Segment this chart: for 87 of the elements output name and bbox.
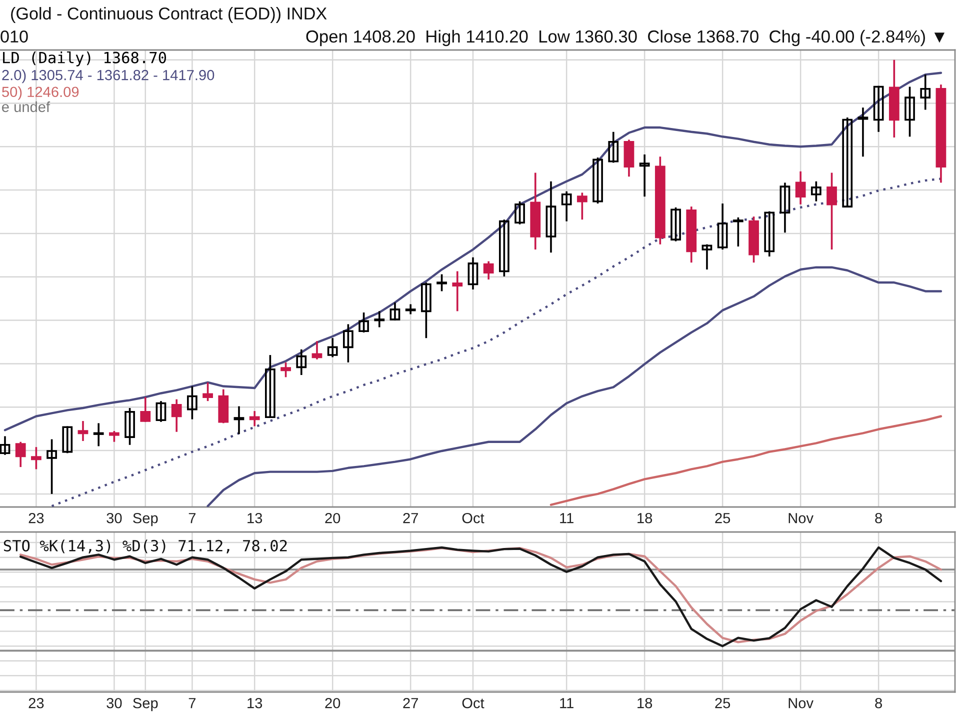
x-tick-label: 8 [875, 512, 882, 524]
candlestick [46, 438, 57, 495]
candlestick [140, 396, 151, 423]
candlestick [186, 385, 198, 420]
x-tick-label: Nov [788, 698, 814, 708]
x-tick-label: 23 [28, 698, 44, 708]
chart-title: (Gold - Continuous Contract (EOD)) INDX [11, 7, 327, 23]
text: 50) 1246.09 [2, 86, 79, 100]
candlestick [296, 348, 307, 376]
candlestick [498, 218, 510, 278]
candlestick [764, 210, 775, 258]
chart-title: STO %K(14,3) %D(3) 71.12, 78.02 [4, 540, 287, 554]
candlestick [608, 130, 619, 164]
candlestick [717, 202, 728, 250]
x-tick-label: 25 [715, 698, 730, 708]
candlestick [904, 86, 915, 138]
candlestick [280, 362, 291, 378]
candlestick [171, 398, 182, 433]
x-tick-label: 25 [715, 512, 730, 524]
x-tick-label: 8 [875, 698, 882, 708]
candlestick [826, 172, 837, 250]
candlestick [202, 381, 213, 402]
candlestick [468, 256, 478, 290]
x-tick-label: Sep [133, 698, 158, 712]
candlestick [452, 270, 463, 312]
x-tick-label: Nov [788, 513, 814, 524]
candlestick [249, 410, 260, 428]
candlestick [702, 243, 712, 270]
candlestick [312, 340, 322, 360]
x-tick-label: 13 [248, 698, 262, 708]
candlestick [93, 422, 104, 448]
x-tick-label: 11 [560, 698, 574, 708]
candlestick [358, 312, 369, 334]
x-tick-label: 30 [106, 512, 122, 524]
candlestick [920, 74, 931, 111]
legend-title: LD (Daily) 1368.70 [3, 51, 166, 66]
candlestick [342, 323, 354, 364]
x-tick-label: 11 [560, 513, 574, 524]
candlestick [810, 180, 822, 202]
x-tick-label: 30 [106, 698, 122, 708]
candlestick [108, 430, 120, 443]
candlestick [0, 435, 10, 456]
x-tick-label: 27 [403, 698, 418, 708]
x-tick-label: 13 [248, 512, 262, 524]
candlestick [795, 170, 806, 206]
x-tick-label: Oct [462, 698, 484, 708]
candlestick [405, 303, 416, 316]
candlestick [842, 116, 853, 208]
text: Open 1408.20 High 1410.20 Low 1360.30 Close 1368.70 Chg -40.00 (-2.84%) ▼ [306, 30, 945, 46]
candlestick [858, 106, 868, 158]
x-tick-label: 18 [638, 698, 652, 708]
candlestick [670, 206, 681, 242]
candlestick [639, 154, 650, 198]
candlestick [780, 182, 790, 234]
candlestick [732, 216, 744, 248]
candlestick [156, 400, 166, 423]
x-tick-label: Oct [462, 512, 484, 524]
candlestick [327, 337, 338, 358]
candlestick [124, 407, 135, 446]
chart-subtitle: 010 [0, 30, 28, 43]
x-tick-label: 20 [325, 512, 340, 524]
candlestick [264, 354, 276, 418]
annotation: e undef [2, 101, 50, 112]
x-tick-label: 27 [403, 512, 418, 524]
candlestick [546, 180, 556, 254]
candlestick [420, 282, 432, 340]
candlestick [592, 156, 603, 204]
x-tick-label: Sep [133, 512, 158, 526]
x-tick-label: 23 [28, 512, 44, 524]
candlestick [62, 425, 73, 454]
candlestick [390, 302, 400, 322]
candlestick [234, 405, 244, 435]
candlestick [873, 84, 884, 133]
candlestick [15, 440, 26, 468]
x-tick-label: 18 [638, 512, 652, 524]
candlestick [374, 310, 385, 328]
candlestick [483, 260, 494, 280]
candlestick [514, 200, 525, 226]
candlestick [78, 420, 88, 442]
candlestick [436, 273, 447, 292]
candlestick [30, 446, 42, 470]
x-tick-label: 20 [325, 698, 340, 708]
candlestick [576, 192, 588, 220]
x-tick-label: 7 [188, 513, 196, 524]
candlestick [561, 190, 572, 222]
x-tick-label: 7 [188, 698, 196, 708]
text: 2.0) 1305.74 - 1361.82 - 1417.90 [2, 70, 214, 84]
